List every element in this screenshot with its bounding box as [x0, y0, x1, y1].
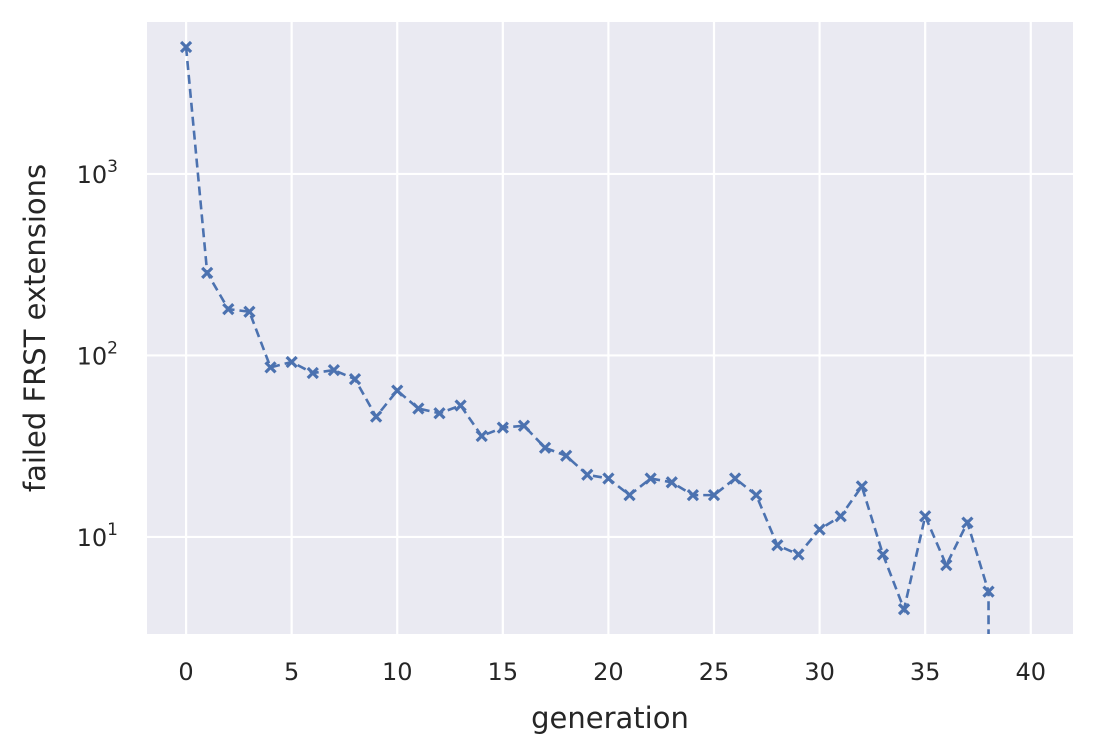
data-point-marker — [454, 399, 467, 412]
data-point-marker — [602, 472, 615, 485]
plot-area — [147, 22, 1073, 634]
data-point-marker — [686, 488, 700, 502]
data-point-marker — [581, 468, 594, 481]
x-tick-label: 35 — [910, 658, 941, 686]
data-point-marker — [264, 361, 277, 374]
data-point-marker — [855, 480, 868, 493]
ticks: 0 5 10 15 20 25 30 35 40 101 102 103 — [77, 157, 1046, 686]
data-point-marker — [285, 355, 298, 369]
data-point-marker — [391, 384, 404, 397]
data-point-marker — [179, 40, 193, 54]
x-tick-label: 5 — [284, 658, 299, 686]
data-point-marker — [665, 476, 678, 489]
x-axis-label: generation — [531, 701, 689, 735]
x-tick-label: 40 — [1015, 658, 1046, 686]
x-tick-label: 0 — [178, 658, 193, 686]
data-point-marker — [919, 510, 932, 523]
data-point-marker — [728, 472, 742, 485]
data-point-marker — [433, 407, 446, 420]
data-point-marker — [813, 523, 826, 536]
data-point-marker — [222, 302, 235, 316]
x-tick-label: 15 — [488, 658, 519, 686]
data-point-marker — [201, 266, 214, 280]
x-tick-label: 25 — [699, 658, 730, 686]
data-point-marker — [243, 305, 256, 318]
data-point-marker — [306, 366, 319, 380]
data-point-marker — [412, 402, 425, 415]
data-point-marker — [623, 488, 636, 502]
data-point-marker — [560, 449, 573, 462]
data-point-marker — [834, 510, 847, 523]
data-point-marker — [369, 410, 383, 423]
x-tick-label: 20 — [593, 658, 624, 686]
data-point-marker — [792, 548, 805, 561]
y-axis-label: failed FRST extensions — [18, 164, 52, 492]
data-point-marker — [750, 488, 763, 502]
data-point-marker — [496, 421, 509, 434]
data-point-marker — [707, 488, 721, 502]
data-point-marker — [897, 603, 911, 616]
series — [179, 40, 995, 634]
data-point-marker — [644, 472, 657, 485]
y-tick-label: 101 — [77, 520, 118, 552]
data-point-marker — [982, 585, 995, 598]
data-point-marker — [876, 548, 890, 561]
data-point-marker — [475, 429, 488, 443]
data-point-marker — [940, 558, 953, 572]
data-point-marker — [327, 363, 341, 377]
x-tick-label: 10 — [382, 658, 413, 686]
grid — [147, 22, 1073, 634]
y-tick-label: 102 — [77, 338, 118, 370]
data-point-marker — [771, 539, 784, 552]
y-tick-label: 103 — [77, 157, 118, 189]
x-tick-label: 30 — [804, 658, 835, 686]
data-point-marker — [538, 441, 552, 454]
data-point-marker — [348, 373, 362, 386]
data-point-marker — [517, 419, 531, 432]
series-line — [184, 46, 990, 634]
data-point-marker — [961, 516, 974, 529]
